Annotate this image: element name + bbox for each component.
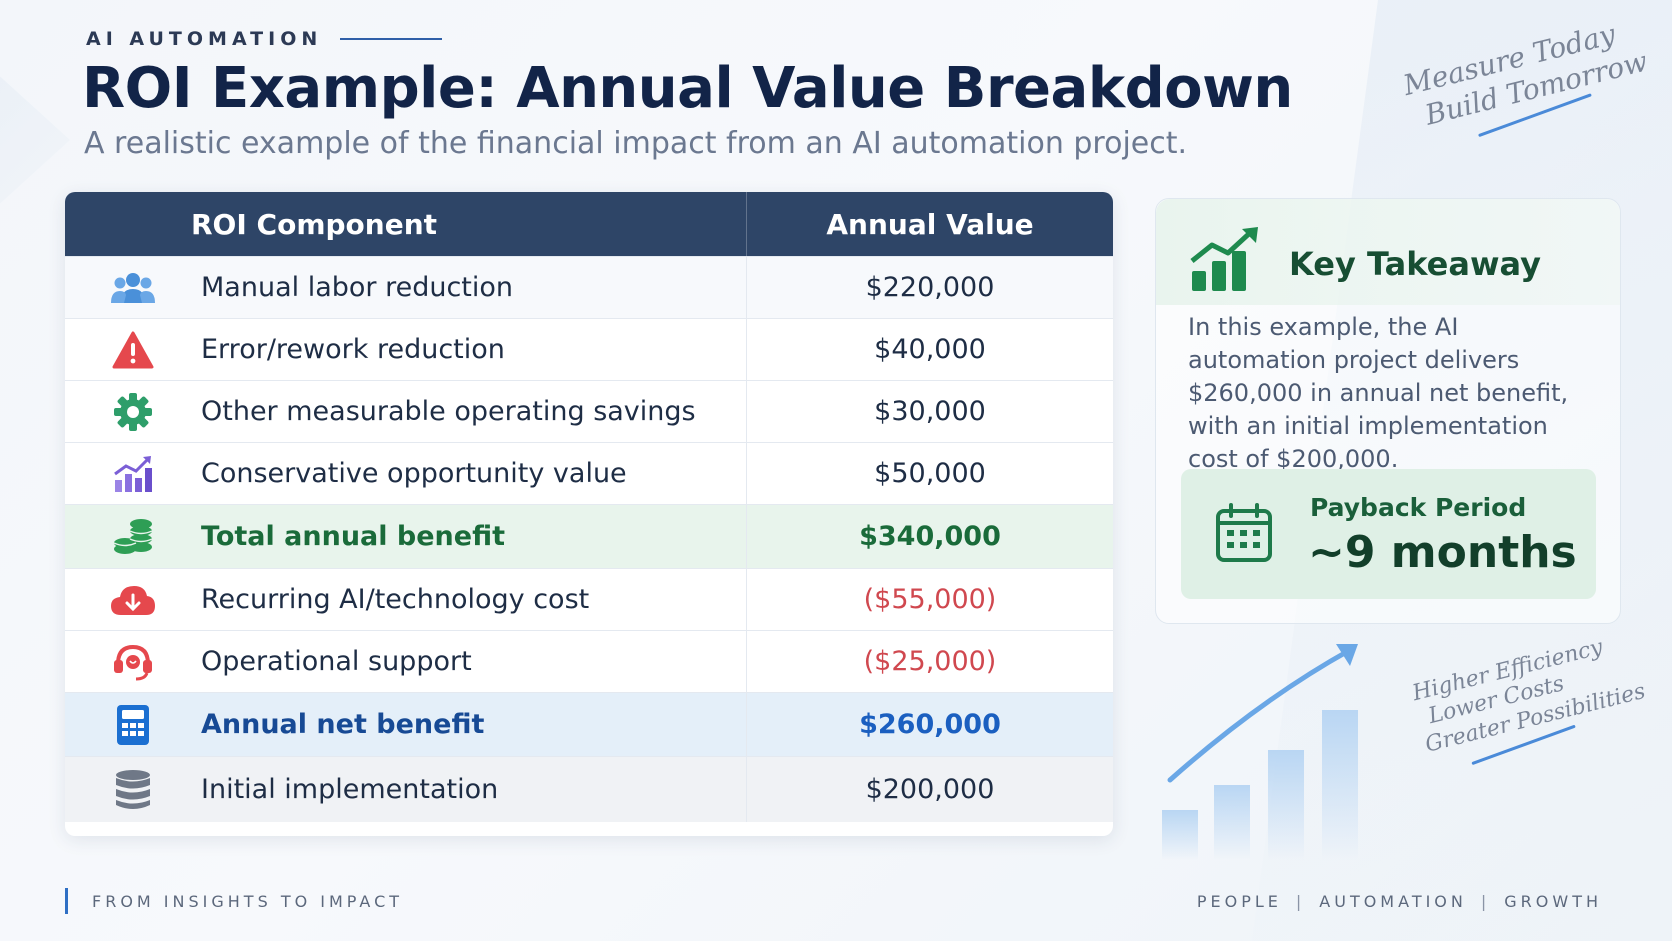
row-value: ($55,000) <box>863 584 997 615</box>
column-header-component: ROI Component <box>65 192 747 256</box>
row-value: $40,000 <box>874 334 986 365</box>
row-label: Initial implementation <box>201 774 499 805</box>
row-value: $50,000 <box>874 458 986 489</box>
roi-table: ROI Component Annual Value Manual labor … <box>65 192 1113 836</box>
takeaway-title: Key Takeaway <box>1289 245 1541 283</box>
row-value: $30,000 <box>874 396 986 427</box>
row-value: $340,000 <box>859 521 1001 552</box>
payback-label: Payback Period <box>1310 493 1527 522</box>
table-header: ROI Component Annual Value <box>65 192 1113 256</box>
row-label: Total annual benefit <box>201 521 506 552</box>
table-row: Conservative opportunity value $50,000 <box>65 442 1113 504</box>
footer-tagline: FROM INSIGHTS TO IMPACT <box>65 888 403 914</box>
row-value: $260,000 <box>859 709 1001 740</box>
users-icon <box>65 271 201 305</box>
payback-box: Payback Period ~9 months <box>1181 469 1596 599</box>
eyebrow-text: AI AUTOMATION <box>86 28 323 50</box>
table-row-net: Annual net benefit $260,000 <box>65 692 1113 756</box>
bar-chart-icon <box>1190 225 1262 297</box>
page-title: ROI Example: Annual Value Breakdown <box>82 56 1293 121</box>
warning-icon <box>65 331 201 369</box>
table-row: Operational support ($25,000) <box>65 630 1113 692</box>
takeaway-body: In this example, the AI automation proje… <box>1188 313 1569 473</box>
row-label: Manual labor reduction <box>201 272 514 303</box>
row-value: ($25,000) <box>863 646 997 677</box>
row-label: Error/rework reduction <box>201 334 505 365</box>
row-label: Conservative opportunity value <box>201 458 627 489</box>
table-row: Initial implementation $200,000 <box>65 756 1113 822</box>
cloud-icon <box>65 583 201 617</box>
background-shape-left <box>0 40 70 240</box>
footer-keyword: GROWTH <box>1504 892 1602 911</box>
table-row-total: Total annual benefit $340,000 <box>65 504 1113 568</box>
key-takeaway-card: Key Takeaway In this example, the AI aut… <box>1155 198 1621 624</box>
table-row: Error/rework reduction $40,000 <box>65 318 1113 380</box>
row-label: Operational support <box>201 646 472 677</box>
row-value: $200,000 <box>865 774 995 805</box>
row-label: Recurring AI/technology cost <box>201 584 590 615</box>
coins-icon <box>65 517 201 557</box>
table-row: Other measurable operating savings $30,0… <box>65 380 1113 442</box>
column-header-value: Annual Value <box>826 207 1034 241</box>
database-icon <box>65 769 201 811</box>
headset-icon <box>65 642 201 682</box>
calendar-icon <box>1215 503 1273 567</box>
eyebrow-rule <box>340 38 443 40</box>
footer-keyword: PEOPLE <box>1196 892 1282 911</box>
calculator-icon <box>65 704 201 746</box>
payback-value: ~9 months <box>1308 527 1577 578</box>
footer-keyword: AUTOMATION <box>1319 892 1467 911</box>
table-row: Manual labor reduction $220,000 <box>65 256 1113 318</box>
table-row: Recurring AI/technology cost ($55,000) <box>65 568 1113 630</box>
footer-keywords: PEOPLE | AUTOMATION | GROWTH <box>1196 892 1602 911</box>
row-value: $220,000 <box>865 272 995 303</box>
growth-chart-icon <box>65 454 201 494</box>
decorative-growth-chart <box>1150 640 1390 860</box>
eyebrow: AI AUTOMATION <box>86 28 443 50</box>
page-subtitle: A realistic example of the financial imp… <box>84 126 1188 161</box>
row-label: Annual net benefit <box>201 709 485 740</box>
row-label: Other measurable operating savings <box>201 396 696 427</box>
gear-icon <box>65 392 201 432</box>
